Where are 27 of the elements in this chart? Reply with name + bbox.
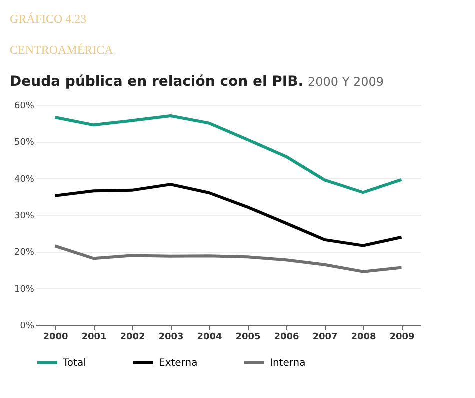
x-tick-label: 2001 xyxy=(82,332,107,342)
x-tick-label: 2006 xyxy=(274,332,300,342)
line-series xyxy=(54,183,404,248)
y-tick-label: 0% xyxy=(20,322,35,332)
text: GRÁFICO 4.23 xyxy=(10,12,88,27)
legend-label: Externa xyxy=(159,358,198,369)
x-tick-label: 2004 xyxy=(197,332,222,342)
y-tick-label: 40% xyxy=(14,174,35,185)
x-tick-label: 2003 xyxy=(158,332,184,342)
x-tick-label: 2005 xyxy=(236,332,261,342)
y-tick-label: 60% xyxy=(14,102,35,112)
x-tick-label: 2008 xyxy=(351,332,376,342)
x-tick-label: 2009 xyxy=(390,332,415,342)
y-tick-label: 50% xyxy=(14,138,35,148)
legend-label: Total xyxy=(62,358,86,369)
line-series xyxy=(54,114,404,194)
y-tick-label: 20% xyxy=(14,248,35,258)
chart-subtitle: 2000 Y 2009 xyxy=(308,75,384,89)
legend-label: Interna xyxy=(270,358,306,369)
x-tick-label: 2002 xyxy=(120,332,146,342)
y-tick-label: 10% xyxy=(14,284,35,295)
x-tick-label: 2007 xyxy=(312,332,338,342)
line-series xyxy=(54,244,404,274)
text: CENTROAMÉRICA xyxy=(10,43,114,58)
x-tick-label: 2000 xyxy=(43,332,68,342)
chart-title: Deuda pública en relación con el PIB. xyxy=(10,74,304,90)
y-tick-label: 30% xyxy=(14,212,35,222)
